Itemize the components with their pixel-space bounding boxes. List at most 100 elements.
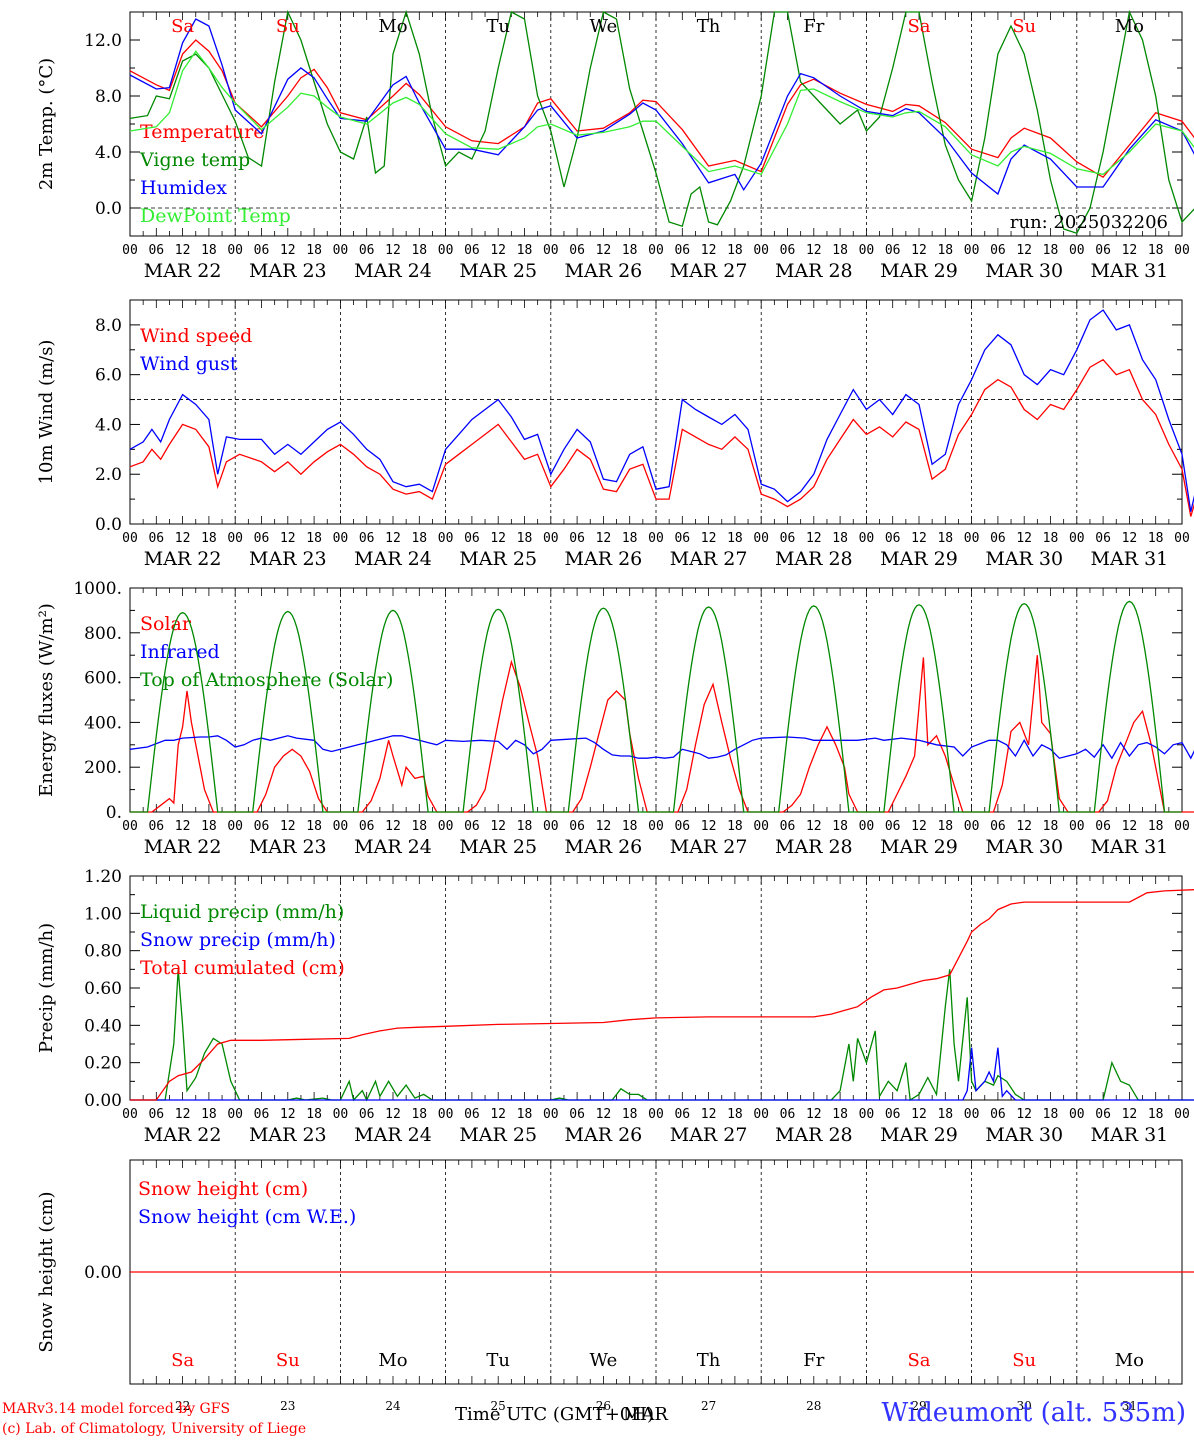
x-day-label: MAR 22 xyxy=(144,836,222,858)
x-hour-label: 12 xyxy=(385,819,401,834)
x-hour-label: 00 xyxy=(438,1107,454,1122)
model-label: MARv3.14 model forced by GFS xyxy=(2,1401,231,1417)
x-day-label: MAR 28 xyxy=(775,836,853,858)
x-hour-label: 12 xyxy=(596,1107,612,1122)
legend-entry: Snow height (cm) xyxy=(138,1178,308,1200)
x-hour-label: 18 xyxy=(1148,243,1164,258)
x-hour-label: 18 xyxy=(517,1107,533,1122)
x-hour-label: 12 xyxy=(596,243,612,258)
x-hour-label: 18 xyxy=(517,531,533,546)
x-hour-label: 06 xyxy=(148,531,164,546)
x-weekday-label: Sa xyxy=(171,1350,194,1371)
panel-2: 0.0 2.0 4.0 6.0 8.0 10m Wind (m/s) Wind speed W… xyxy=(36,299,1194,570)
x-day-label: MAR 29 xyxy=(880,260,958,282)
x-hour-label: 00 xyxy=(859,1107,875,1122)
x-hour-label: 00 xyxy=(543,243,559,258)
x-hour-label: 18 xyxy=(306,243,322,258)
x-hour-label: 12 xyxy=(806,819,822,834)
x-hour-label: 18 xyxy=(517,243,533,258)
x-hour-label: 06 xyxy=(990,1107,1006,1122)
x-day-label: MAR 28 xyxy=(775,260,853,282)
x-hour-label: 12 xyxy=(911,531,927,546)
x-hour-label: 18 xyxy=(411,1107,427,1122)
legend-entry: DewPoint Temp xyxy=(140,205,291,227)
x-hour-label: 12 xyxy=(175,1107,191,1122)
run-label: run: 2025032206 xyxy=(1010,212,1168,233)
x-daynum-label: 31 xyxy=(1122,1399,1137,1413)
x-hour-label: 06 xyxy=(254,819,270,834)
x-day-label: MAR 25 xyxy=(459,260,537,282)
x-hour-label: 00 xyxy=(122,243,138,258)
x-hour-label: 12 xyxy=(1122,1107,1138,1122)
x-hour-label: 00 xyxy=(543,1107,559,1122)
x-hour-label: 06 xyxy=(674,1107,690,1122)
y-tick-label: 400. xyxy=(84,713,122,733)
x-hour-label: 06 xyxy=(359,819,375,834)
x-weekday-label: Fr xyxy=(803,1350,824,1371)
x-daynum-label: 23 xyxy=(280,1399,295,1413)
x-hour-label: 00 xyxy=(648,1107,664,1122)
x-day-label: MAR 27 xyxy=(670,260,748,282)
x-hour-label: 00 xyxy=(648,243,664,258)
x-hour-label: 12 xyxy=(596,819,612,834)
x-weekday-label: We xyxy=(590,16,618,37)
x-hour-label: 18 xyxy=(1043,243,1059,258)
x-daynum-label: 26 xyxy=(596,1399,611,1413)
x-hour-label: 06 xyxy=(674,531,690,546)
x-daynum-label: 29 xyxy=(911,1399,926,1413)
x-hour-label: 18 xyxy=(937,531,953,546)
y-tick-label: 200. xyxy=(84,758,122,778)
x-hour-label: 06 xyxy=(464,819,480,834)
x-hour-label: 18 xyxy=(832,531,848,546)
x-daynum-label: 24 xyxy=(385,1399,401,1413)
legend-entry: Humidex xyxy=(140,177,227,199)
y-tick-label: 0.00 xyxy=(84,1091,122,1111)
x-hour-label: 18 xyxy=(622,531,638,546)
x-weekday-label: Fr xyxy=(803,16,824,37)
x-day-label: MAR 27 xyxy=(670,548,748,570)
x-hour-label: 12 xyxy=(596,531,612,546)
x-hour-label: 12 xyxy=(911,1107,927,1122)
y-axis-label: Snow height (cm) xyxy=(36,1191,57,1352)
x-hour-label: 00 xyxy=(122,531,138,546)
x-hour-label: 06 xyxy=(569,1107,585,1122)
x-day-label: MAR 26 xyxy=(565,548,643,570)
x-hour-label: 12 xyxy=(1122,531,1138,546)
x-hour-label: 18 xyxy=(832,243,848,258)
y-axis-label: Energy fluxes (W/m²) xyxy=(36,603,57,797)
x-hour-label: 12 xyxy=(701,1107,717,1122)
x-hour-label: 00 xyxy=(543,819,559,834)
x-hour-label: 12 xyxy=(490,819,506,834)
x-hour-label: 12 xyxy=(1016,819,1032,834)
x-day-label: MAR 29 xyxy=(880,836,958,858)
x-weekday-label: Th xyxy=(697,1350,721,1371)
x-hour-label: 18 xyxy=(1148,819,1164,834)
x-hour-label: 18 xyxy=(201,1107,217,1122)
legend-entry: Wind gust xyxy=(140,353,238,375)
legend-entry: Temperature xyxy=(140,121,264,143)
series-line-wind-speed xyxy=(129,358,1194,517)
y-tick-label: 6.0 xyxy=(95,366,122,386)
x-hour-label: 06 xyxy=(569,243,585,258)
x-daynum-label: 25 xyxy=(491,1399,506,1413)
y-tick-label: 0.20 xyxy=(84,1054,122,1074)
x-hour-label: 12 xyxy=(175,531,191,546)
x-hour-label: 12 xyxy=(385,531,401,546)
x-hour-label: 06 xyxy=(780,243,796,258)
x-hour-label: 18 xyxy=(832,1107,848,1122)
y-tick-label: 0.0 xyxy=(95,199,122,219)
x-day-label: MAR 22 xyxy=(144,1124,222,1146)
x-hour-label: 12 xyxy=(806,1107,822,1122)
x-hour-label: 00 xyxy=(1174,819,1190,834)
x-hour-label: 06 xyxy=(464,531,480,546)
x-hour-label: 06 xyxy=(674,243,690,258)
x-hour-label: 06 xyxy=(1095,819,1111,834)
x-hour-label: 18 xyxy=(201,819,217,834)
x-day-label: MAR 30 xyxy=(985,1124,1063,1146)
x-hour-label: 00 xyxy=(964,531,980,546)
x-hour-label: 18 xyxy=(727,243,743,258)
x-hour-label: 12 xyxy=(385,243,401,258)
x-hour-label: 18 xyxy=(727,531,743,546)
x-weekday-label: Mo xyxy=(1115,16,1144,37)
x-hour-label: 00 xyxy=(1069,819,1085,834)
